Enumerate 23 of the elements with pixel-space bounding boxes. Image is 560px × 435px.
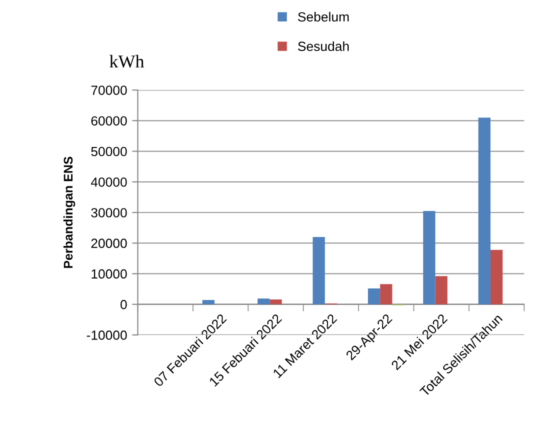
y-axis-title: Perbandingan ENS <box>63 156 76 268</box>
y-tick-label: 30000 <box>91 208 127 218</box>
text: kWh <box>110 54 144 68</box>
y-tick-label: 0 <box>120 300 127 310</box>
bar <box>270 299 282 304</box>
y-tick-label: -10000 <box>86 330 127 340</box>
bar <box>368 288 380 304</box>
bar <box>435 276 448 304</box>
bar <box>202 300 214 304</box>
legend-label: Sesudah <box>298 41 349 52</box>
bar <box>258 298 270 304</box>
bar <box>423 210 436 304</box>
bar <box>490 250 503 304</box>
y-tick-label: 70000 <box>91 86 127 95</box>
y-tick-label: 60000 <box>91 116 127 126</box>
bar <box>380 284 392 304</box>
legend-label: Sebelum <box>298 12 349 22</box>
y-tick-label: 20000 <box>91 238 127 248</box>
y-tick-label: 50000 <box>91 146 127 156</box>
y-tick-label: 10000 <box>92 269 127 279</box>
bar <box>478 118 490 304</box>
y-tick-label: 40000 <box>90 177 127 187</box>
bar <box>312 236 325 304</box>
